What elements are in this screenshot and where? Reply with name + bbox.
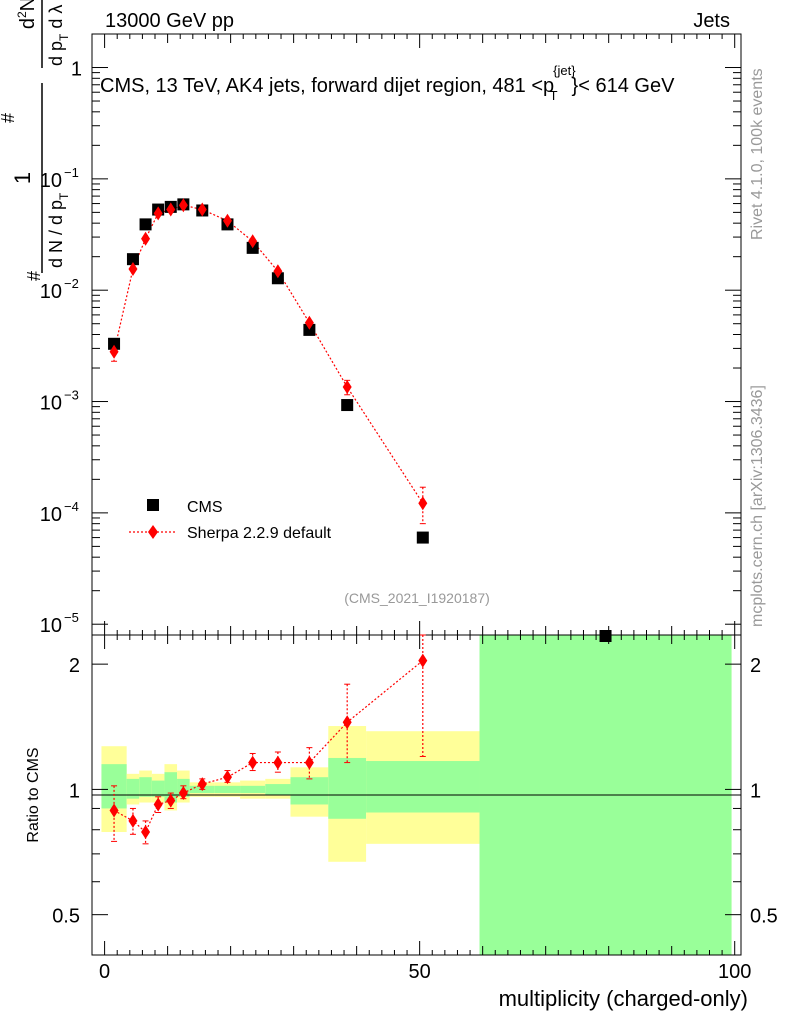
analysis-id: (CMS_2021_I1920187) [344, 590, 490, 606]
y-tick-exponent: −2 [64, 276, 79, 291]
y-tick-exponent: −3 [64, 388, 79, 403]
cms-point-1 [126, 253, 139, 266]
cms-point-2 [139, 218, 152, 231]
data-marks [108, 198, 612, 840]
ratio-point-2 [141, 825, 151, 840]
x-axis-label: multiplicity (charged-only) [499, 986, 748, 1011]
ratio-point-9 [273, 755, 283, 770]
mc-point-11 [342, 380, 352, 395]
ratio-point-12 [418, 653, 428, 668]
mc-point-4 [166, 202, 176, 217]
mc-point-0 [109, 344, 119, 359]
ratio-point-3 [153, 797, 163, 812]
stat-band-9 [265, 784, 291, 795]
ylabel-numerator-one: 1 [10, 172, 35, 184]
header-right: Jets [693, 10, 730, 32]
mc-point-7 [222, 213, 232, 228]
x-tick-label: 0 [99, 961, 110, 983]
ratio-point-0 [109, 803, 119, 818]
plot-title: CMS, 13 TeV, AK4 jets, forward dijet reg… [100, 63, 675, 103]
x-tick-label: 100 [718, 961, 751, 983]
y-tick-label: 10 [40, 393, 62, 415]
mc-point-6 [197, 202, 207, 217]
stat-band-11 [328, 757, 367, 819]
ratio-y-tick-label: 0.5 [52, 906, 80, 928]
cms-point-11 [341, 399, 354, 412]
legend-mc-label: Sherpa 2.2.9 default [187, 525, 332, 542]
mc-point-8 [248, 234, 258, 249]
ratio-y-tick-label: 1 [69, 780, 80, 802]
ratio-point-1 [128, 813, 138, 828]
mcplots-label: mcplots.cern.ch [arXiv:1306.3436] [749, 385, 766, 627]
stat-band-2 [139, 777, 152, 797]
ratio-y-tick-label: 2 [69, 655, 80, 677]
mc-point-12 [418, 496, 428, 511]
main-panel-frame [91, 33, 742, 636]
rivet-version-label: Rivet 4.1.0, 100k events [749, 68, 766, 240]
y-tick-label: 10 [40, 170, 62, 192]
cms-point-12 [416, 531, 429, 544]
ratio-y-tick-label-right: 2 [750, 655, 761, 677]
y-tick-exponent: −1 [64, 165, 79, 180]
stat-band-3 [151, 780, 165, 797]
header-left: 13000 GeV pp [105, 10, 234, 32]
mc-point-1 [128, 262, 138, 277]
axis-ticks [92, 33, 741, 956]
legend-cms-marker [147, 499, 159, 511]
y-tick-label: 10 [40, 615, 62, 637]
ylabel-hash-1: # [24, 271, 44, 281]
ratio-point-4 [166, 793, 176, 808]
ylabel-fraction-2: d2N d pT d λ [15, 0, 71, 68]
cms-point-10 [303, 323, 316, 336]
stat-band-7 [214, 785, 241, 794]
ratio-y-tick-label-right: 1 [750, 780, 761, 802]
mc-point-10 [304, 315, 314, 330]
y-tick-label: 10 [40, 281, 62, 303]
y-tick-exponent: −4 [64, 499, 79, 514]
ratio-point-5 [178, 786, 188, 801]
mc-point-2 [141, 231, 151, 246]
y-axis-label: 1 # d N / d pT # d2N d pT d λ [0, 0, 71, 281]
x-tick-label: 50 [409, 961, 431, 983]
cms-point-0 [108, 337, 121, 350]
stat-band-12 [366, 761, 480, 813]
cms-point-9 [271, 272, 284, 285]
ylabel-denominator: d N / d pT [46, 192, 71, 268]
mc-point-3 [153, 206, 163, 221]
ratio-y-label: Ratio to CMS [25, 747, 42, 842]
ratio-point-6 [197, 777, 207, 792]
stat-band-1 [126, 778, 140, 799]
y-tick-label: 1 [71, 59, 82, 81]
stat-band-10 [290, 777, 329, 805]
stat-band-8 [240, 785, 266, 794]
ratio-y-tick-label-right: 0.5 [750, 906, 778, 928]
legend-mc-marker [148, 525, 158, 539]
mc-point-5 [178, 198, 188, 213]
ylabel-frac2-num: d2N [15, 0, 39, 29]
ratio-point-8 [248, 755, 258, 770]
cms-point-13 [599, 630, 612, 642]
mc-line-main [113, 204, 424, 504]
y-tick-exponent: −5 [64, 610, 79, 625]
mc-point-9 [273, 264, 283, 279]
ratio-point-7 [222, 770, 232, 785]
legend-cms-label: CMS [187, 499, 223, 516]
legend: CMS Sherpa 2.2.9 default [129, 499, 332, 542]
ylabel-hash-2: # [0, 113, 18, 123]
y-tick-label: 10 [40, 504, 62, 526]
ratio-point-11 [342, 715, 352, 730]
ratio-point-10 [304, 755, 314, 770]
ylabel-frac2-den: d pT d λ [46, 5, 71, 66]
